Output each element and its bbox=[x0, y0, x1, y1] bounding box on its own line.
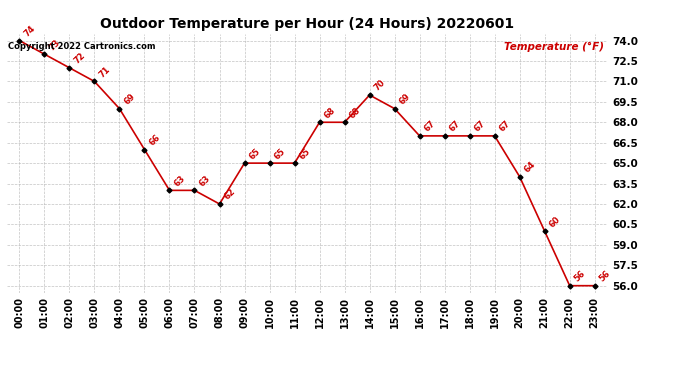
Text: 65: 65 bbox=[273, 146, 287, 161]
Text: 67: 67 bbox=[473, 119, 487, 134]
Title: Outdoor Temperature per Hour (24 Hours) 20220601: Outdoor Temperature per Hour (24 Hours) … bbox=[100, 17, 514, 31]
Text: 65: 65 bbox=[297, 146, 312, 161]
Text: 56: 56 bbox=[598, 269, 612, 284]
Text: 67: 67 bbox=[497, 119, 512, 134]
Text: 62: 62 bbox=[222, 187, 237, 202]
Text: 66: 66 bbox=[147, 133, 162, 147]
Text: 72: 72 bbox=[72, 51, 87, 66]
Text: 68: 68 bbox=[347, 105, 362, 120]
Text: 68: 68 bbox=[322, 105, 337, 120]
Text: 60: 60 bbox=[547, 214, 562, 229]
Text: 64: 64 bbox=[522, 160, 537, 175]
Text: 65: 65 bbox=[247, 146, 262, 161]
Text: 69: 69 bbox=[122, 92, 137, 106]
Text: 67: 67 bbox=[447, 119, 462, 134]
Text: 73: 73 bbox=[47, 38, 61, 52]
Text: 71: 71 bbox=[97, 64, 112, 79]
Text: 56: 56 bbox=[573, 269, 587, 284]
Text: 63: 63 bbox=[172, 174, 187, 188]
Text: 63: 63 bbox=[197, 174, 212, 188]
Text: 74: 74 bbox=[22, 24, 37, 38]
Text: Copyright 2022 Cartronics.com: Copyright 2022 Cartronics.com bbox=[8, 42, 156, 51]
Text: Temperature (°F): Temperature (°F) bbox=[504, 42, 604, 52]
Text: 70: 70 bbox=[373, 78, 387, 93]
Text: 69: 69 bbox=[397, 92, 412, 106]
Text: 67: 67 bbox=[422, 119, 437, 134]
